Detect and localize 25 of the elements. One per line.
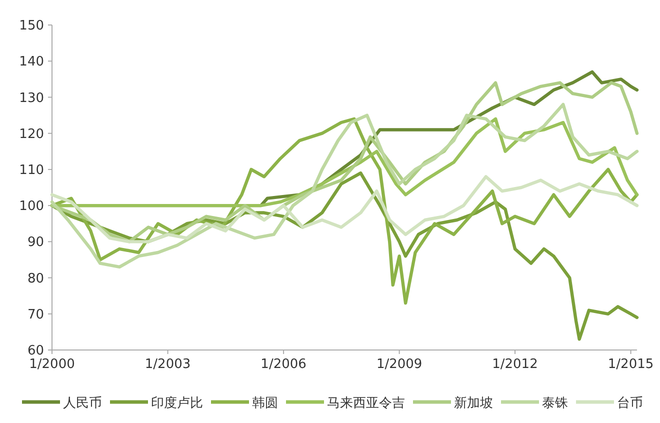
line-series: [50, 102, 639, 269]
legend-label: 台币: [617, 396, 643, 411]
x-tick-label: 1/2015: [608, 357, 654, 372]
legend-label: 人民币: [63, 396, 102, 411]
y-tick-label: 70: [27, 307, 44, 322]
y-tick-label: 100: [19, 199, 44, 214]
x-tick-label: 1/2009: [376, 357, 422, 372]
legend-label: 印度卢比: [151, 395, 203, 411]
x-tick-label: 1/2000: [29, 357, 75, 372]
x-tick-label: 1/2012: [492, 357, 538, 372]
y-tick-label: 130: [19, 90, 44, 106]
line-series: [50, 175, 639, 244]
x-tick-label: 1/2006: [260, 357, 306, 372]
y-tick-label: 140: [19, 54, 44, 70]
y-tick-label: 110: [19, 162, 44, 178]
legend-label: 韩圆: [252, 396, 278, 411]
y-tick-label: 120: [19, 126, 44, 142]
y-tick-label: 90: [27, 235, 44, 250]
y-tick-label: 60: [27, 344, 44, 359]
x-tick-label: 1/2003: [144, 357, 191, 372]
legend-label: 泰铢: [542, 396, 568, 411]
y-tick-label: 80: [27, 271, 44, 286]
legend-label: 新加坡: [454, 396, 493, 411]
legend-label: 马来西亚令吉: [327, 396, 405, 411]
y-tick-label: 150: [19, 18, 44, 34]
